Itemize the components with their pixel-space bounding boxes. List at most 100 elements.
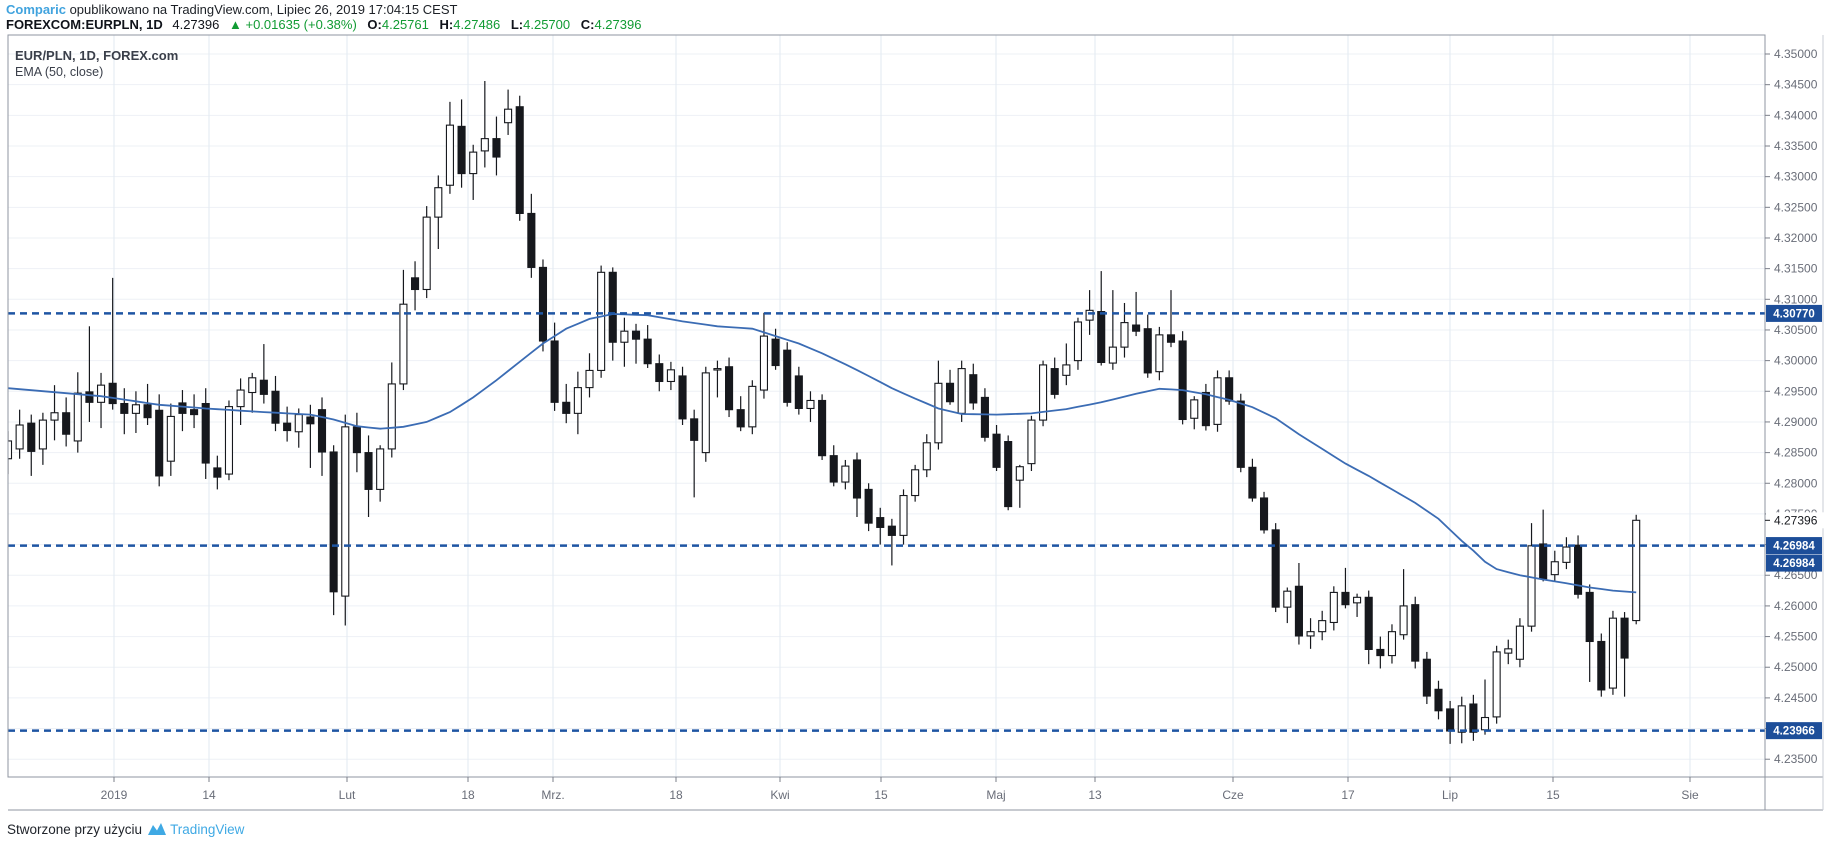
candle[interactable] [759,312,769,399]
candle[interactable] [155,394,164,487]
candle[interactable] [248,372,257,413]
pane-legend-symbol[interactable]: EUR/PLN, 1D, FOREX.com [15,48,179,63]
candle[interactable] [1004,435,1013,511]
candle[interactable] [550,322,559,411]
candle[interactable] [736,396,745,432]
candle[interactable] [201,388,210,479]
candle[interactable] [806,391,815,422]
candle[interactable] [1585,584,1594,682]
candle[interactable] [1155,326,1164,381]
candle[interactable] [341,414,350,626]
candle[interactable] [969,363,978,410]
candle[interactable] [1283,587,1292,624]
candle[interactable] [887,518,896,566]
candle[interactable] [492,116,501,176]
candle[interactable] [573,371,582,435]
candle[interactable] [1457,696,1466,744]
candle[interactable] [283,406,292,442]
candle[interactable] [178,390,187,432]
candle[interactable] [62,397,71,447]
candle[interactable] [387,362,396,458]
candle[interactable] [1271,523,1280,613]
candle[interactable] [1422,651,1431,705]
time-axis[interactable]: 2019 14 Lut 18 Mrz. 18 Kwi 15 Maj 13 Cze 17 Lip 15 Sie [101,777,1699,802]
candle[interactable] [1480,679,1490,735]
candle[interactable] [317,397,327,476]
candle[interactable] [1353,593,1362,617]
candle[interactable] [852,452,862,517]
candle[interactable] [224,400,234,481]
candle[interactable] [597,265,606,378]
candle[interactable] [131,391,140,433]
candle[interactable] [1306,618,1315,649]
candle[interactable] [899,489,908,545]
candle[interactable] [259,344,268,404]
candle[interactable] [1469,694,1478,741]
candle[interactable] [1364,590,1373,665]
candle[interactable] [1108,290,1117,370]
candle[interactable] [934,360,943,450]
candle[interactable] [5,431,13,475]
candle[interactable] [190,394,199,429]
candle[interactable] [864,483,873,532]
candle[interactable] [85,326,94,422]
candle[interactable] [922,434,931,478]
candle[interactable] [992,425,1001,472]
candle[interactable] [876,507,885,545]
candle[interactable] [1050,357,1059,399]
candle[interactable] [1120,302,1129,358]
candle[interactable] [725,357,734,418]
candle[interactable] [841,459,850,490]
candle[interactable] [1446,700,1455,744]
price-axis[interactable]: 4.35000 4.34500 4.34000 4.33500 4.33000 4.325… [1765,47,1826,766]
candle[interactable] [1329,586,1338,631]
candle[interactable] [504,89,513,135]
candle[interactable] [585,353,594,398]
candle[interactable] [15,409,24,459]
candle[interactable] [748,380,757,435]
candle[interactable] [271,375,280,432]
candle[interactable] [445,101,454,194]
candle[interactable] [213,455,222,490]
candle[interactable] [1259,491,1269,534]
candle[interactable] [1039,360,1048,427]
candle[interactable] [945,369,955,405]
candle[interactable] [1574,535,1583,599]
candle[interactable] [1201,383,1210,431]
candle[interactable] [120,388,129,435]
candle[interactable] [50,385,59,441]
candle[interactable] [911,464,920,502]
candle[interactable] [108,277,117,410]
candle[interactable] [620,317,629,367]
candle[interactable] [666,361,675,391]
candle[interactable] [1608,610,1617,695]
ema-line[interactable] [8,313,1637,594]
candle[interactable] [701,366,710,462]
candle[interactable] [1632,514,1641,625]
candle[interactable] [515,95,524,221]
candle[interactable] [1550,550,1559,582]
candle[interactable] [1341,567,1350,609]
candle[interactable] [829,445,838,487]
candle[interactable] [1073,317,1083,370]
candle[interactable] [1387,624,1397,664]
candle[interactable] [1411,596,1420,669]
candle[interactable] [1434,680,1443,720]
candle[interactable] [236,378,245,426]
candle[interactable] [713,360,722,398]
candle[interactable] [1166,290,1176,348]
candle[interactable] [73,372,82,453]
byline-source-link[interactable]: Comparic [6,2,66,17]
candle[interactable] [1097,271,1106,366]
candle[interactable] [364,435,373,517]
candle[interactable] [1597,633,1606,697]
candle[interactable] [655,354,664,392]
candle[interactable] [329,445,338,616]
candle[interactable] [166,403,175,476]
candle[interactable] [96,372,106,429]
candle[interactable] [643,325,652,368]
candle[interactable] [469,144,478,200]
price-chart[interactable]: 4.35000 4.34500 4.34000 4.33500 4.33000 4.325… [0,0,1828,815]
candle[interactable] [538,259,548,352]
candle[interactable] [1318,610,1327,641]
